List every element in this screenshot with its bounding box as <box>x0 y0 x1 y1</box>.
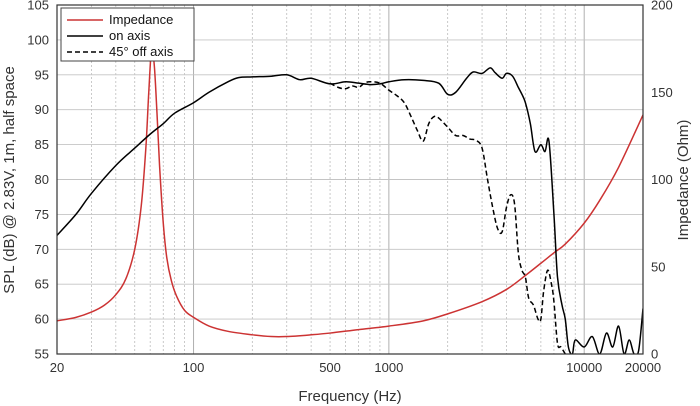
y-left-tick-label: 100 <box>27 32 49 47</box>
y-left-tick-label: 65 <box>35 277 49 292</box>
y-right-tick-label: 0 <box>651 347 658 362</box>
legend-label-off-axis: 45° off axis <box>109 44 174 59</box>
y-left-tick-label: 60 <box>35 312 49 327</box>
impedance-curve <box>57 46 643 338</box>
y-right-tick-labels: 0 50 100 150 200 <box>651 0 673 362</box>
y-left-tick-label: 90 <box>35 102 49 117</box>
y-right-tick-label: 100 <box>651 172 673 187</box>
x-tick-labels: 20 100 500 1000 10000 20000 <box>50 360 661 375</box>
on-axis-curve <box>57 67 643 354</box>
x-tick-label: 20 <box>50 360 64 375</box>
y-left-tick-label: 80 <box>35 172 49 187</box>
y-right-tick-label: 50 <box>651 259 665 274</box>
y-left-tick-label: 70 <box>35 242 49 257</box>
y-left-axis-title: SPL (dB) @ 2.83V, 1m, half space <box>1 66 18 294</box>
y-right-tick-label: 150 <box>651 85 673 100</box>
legend-label-on-axis: on axis <box>109 28 151 43</box>
y-left-tick-labels: 55 60 65 70 75 80 85 90 95 100 105 <box>27 0 49 362</box>
off-axis-45-curve <box>329 81 566 354</box>
x-tick-label: 100 <box>183 360 205 375</box>
x-axis-title: Frequency (Hz) <box>298 388 401 405</box>
legend-label-impedance: Impedance <box>109 12 173 27</box>
y-left-tick-label: 95 <box>35 67 49 82</box>
y-left-tick-label: 75 <box>35 207 49 222</box>
y-left-tick-label: 55 <box>35 347 49 362</box>
series-layer <box>57 46 643 354</box>
major-grid <box>57 5 643 354</box>
x-tick-label: 20000 <box>625 360 661 375</box>
x-tick-label: 1000 <box>374 360 403 375</box>
legend: Impedance on axis 45° off axis <box>60 7 195 62</box>
x-tick-label: 500 <box>319 360 341 375</box>
y-left-tick-label: 105 <box>27 0 49 13</box>
y-right-tick-label: 200 <box>651 0 673 13</box>
y-left-tick-label: 85 <box>35 137 49 152</box>
plot-frame <box>56 4 644 355</box>
y-right-axis-title: Impedance (Ohm) <box>675 120 692 241</box>
x-tick-label: 10000 <box>566 360 602 375</box>
